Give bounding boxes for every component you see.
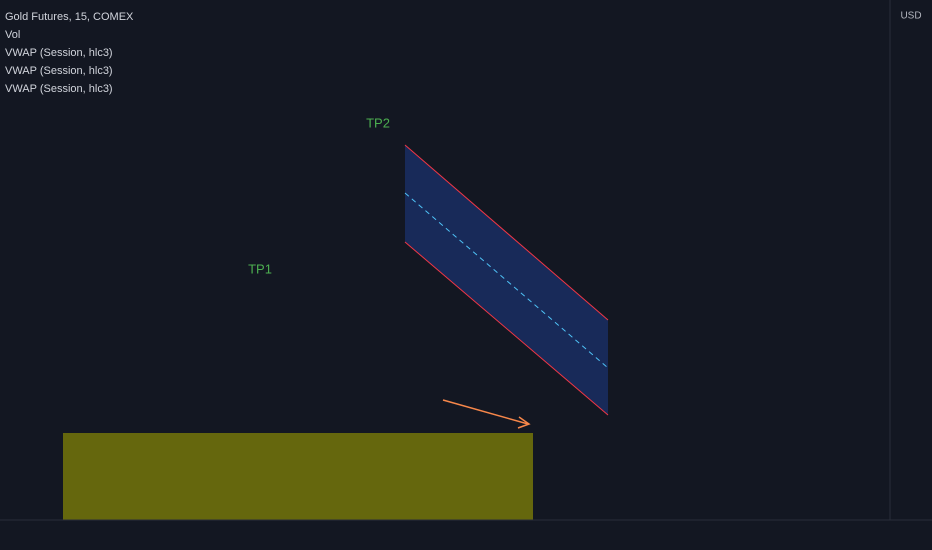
legend-item: Vol bbox=[5, 29, 20, 41]
arrow bbox=[442, 399, 529, 425]
axis-unit: USD bbox=[900, 11, 921, 22]
annotation: TP1 bbox=[248, 261, 272, 276]
channel-lower bbox=[404, 241, 609, 416]
channel-upper bbox=[404, 144, 609, 321]
legend-item: VWAP (Session, hlc3) bbox=[5, 83, 113, 95]
volume-highlight bbox=[63, 433, 533, 520]
channel-fill bbox=[405, 145, 608, 415]
chart-title: Gold Futures, 15, COMEX bbox=[5, 11, 134, 23]
price-axis bbox=[890, 0, 932, 550]
legend-item: VWAP (Session, hlc3) bbox=[5, 65, 113, 77]
legend-item: VWAP (Session, hlc3) bbox=[5, 47, 113, 59]
arrow-head bbox=[517, 416, 531, 429]
annotation: TP2 bbox=[366, 115, 390, 130]
